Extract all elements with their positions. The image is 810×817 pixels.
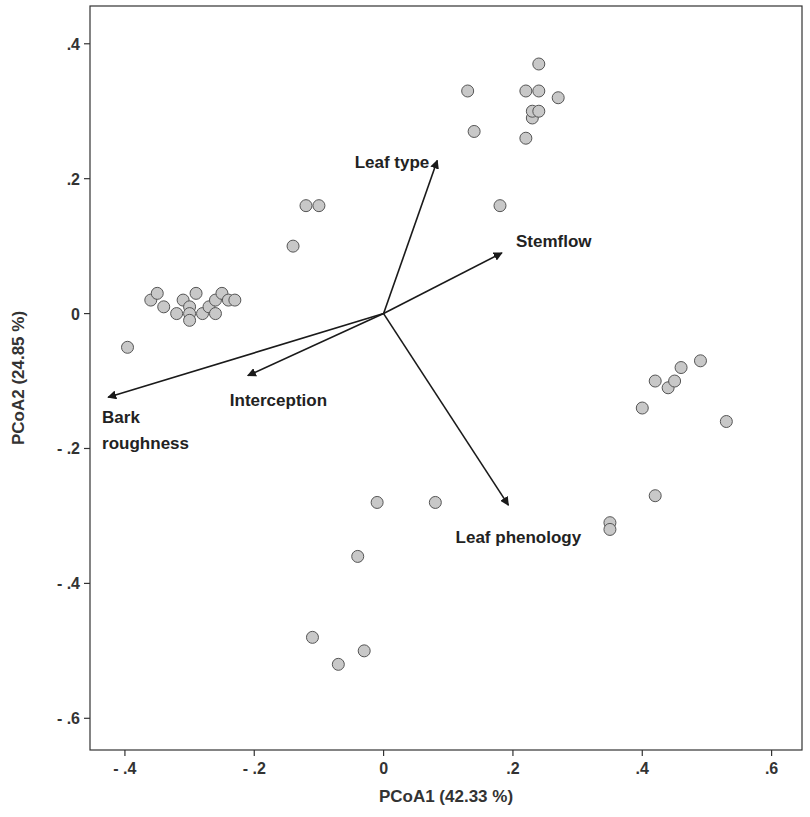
point — [604, 523, 616, 535]
point — [358, 645, 370, 657]
loading-arrow — [248, 314, 384, 376]
y-tick — [84, 583, 90, 584]
vector-label: Stemflow — [516, 232, 592, 251]
point — [429, 496, 441, 508]
point — [300, 200, 312, 212]
point — [151, 287, 163, 299]
y-tick-label: .2 — [67, 171, 80, 188]
loading-arrow — [108, 314, 383, 398]
x-tick-label: .6 — [765, 760, 778, 777]
x-tick-label: .4 — [636, 760, 649, 777]
x-tick — [771, 750, 772, 756]
y-tick — [84, 313, 90, 314]
y-tick — [84, 178, 90, 179]
vector-label: Leaf phenology — [456, 528, 582, 547]
chart: - .4 - .2 0 .2 .4 .6 - .6 - .4 - .2 0 .2 .4 PCoA1 (4… — [0, 0, 810, 817]
point — [158, 301, 170, 313]
point — [352, 550, 364, 562]
vector-label: Bark roughness — [102, 408, 189, 453]
y-tick — [84, 448, 90, 449]
point — [306, 631, 318, 643]
plot-area — [108, 58, 732, 670]
x-tick — [642, 750, 643, 756]
point — [520, 132, 532, 144]
point — [649, 375, 661, 387]
point — [494, 200, 506, 212]
x-tick-label: .2 — [506, 760, 519, 777]
point — [675, 362, 687, 374]
y-tick — [84, 43, 90, 44]
point — [171, 308, 183, 320]
vector-label: Interception — [230, 391, 327, 410]
vector-label-line: Bark — [102, 408, 140, 427]
x-tick-label: - .4 — [113, 760, 136, 777]
point — [533, 105, 545, 117]
point — [468, 125, 480, 137]
point — [462, 85, 474, 97]
point — [229, 294, 241, 306]
point — [313, 200, 325, 212]
point — [122, 341, 134, 353]
point — [287, 240, 299, 252]
x-tick-label: - .2 — [243, 760, 266, 777]
y-tick-label: - .2 — [57, 440, 80, 457]
loading-arrow — [384, 314, 509, 506]
point — [533, 58, 545, 70]
loading-arrow — [384, 253, 502, 314]
y-axis-title: PCoA2 (24.85 %) — [9, 311, 28, 445]
x-axis-title: PCoA1 (42.33 %) — [379, 787, 513, 806]
vector-label: Leaf type — [355, 153, 430, 172]
vector-labels: Leaf type Stemflow Bark roughness Intercepti… — [102, 153, 592, 547]
point — [669, 375, 681, 387]
x-tick — [383, 750, 384, 756]
x-tick — [254, 750, 255, 756]
vector-label-line: roughness — [102, 434, 189, 453]
point — [636, 402, 648, 414]
point — [720, 416, 732, 428]
point — [649, 490, 661, 502]
point — [552, 92, 564, 104]
point — [533, 85, 545, 97]
x-tick — [512, 750, 513, 756]
y-tick-label: - .4 — [57, 575, 80, 592]
x-tick — [124, 750, 125, 756]
y-tick-label: .4 — [67, 36, 80, 53]
point — [520, 85, 532, 97]
point — [332, 658, 344, 670]
point — [190, 287, 202, 299]
point — [694, 355, 706, 367]
x-tick-label: 0 — [379, 760, 388, 777]
point — [371, 496, 383, 508]
point — [209, 308, 221, 320]
plot-frame — [90, 6, 802, 750]
y-tick-label: 0 — [71, 306, 80, 323]
point — [184, 314, 196, 326]
y-tick-label: - .6 — [57, 710, 80, 727]
y-tick — [84, 718, 90, 719]
